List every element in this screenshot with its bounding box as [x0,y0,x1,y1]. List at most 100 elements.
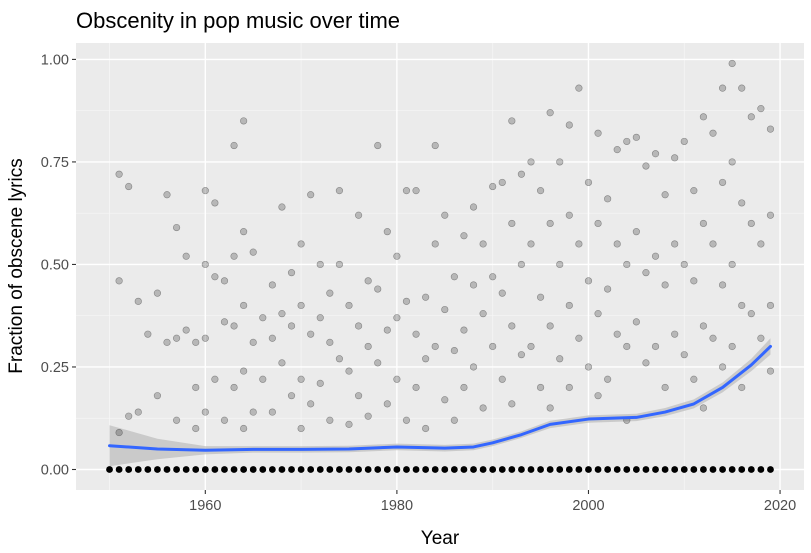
data-point [709,334,717,342]
data-point-zero [508,466,516,473]
y-tick-label: 0.75 [41,155,69,171]
data-point-zero [230,466,238,473]
data-point [680,137,688,146]
data-point [584,363,593,371]
data-point-zero [738,466,746,473]
data-point [422,293,430,301]
data-point [575,240,583,248]
x-axis-title: Year [421,528,460,549]
data-point [115,277,123,285]
data-point [278,203,286,211]
data-point [268,281,276,289]
data-point [489,182,497,191]
data-point [469,363,478,371]
y-axis-ticks: 0.00 0.25 0.50 0.75 1.00 [41,52,76,478]
data-point [460,232,468,240]
data-point-zero [604,466,612,473]
data-point [278,310,286,318]
data-point [738,301,746,310]
data-point [220,277,229,285]
data-point [125,182,133,191]
data-point [259,375,267,383]
data-point [220,416,229,424]
data-point [594,219,602,228]
data-point [345,367,353,375]
data-point [623,342,631,351]
data-point [297,301,305,310]
data-point-zero [537,466,544,473]
data-point [412,330,420,338]
data-point [374,141,382,150]
data-point [460,383,468,392]
data-point [546,322,554,330]
y-tick-label: 0.25 [41,360,69,376]
data-point-zero [585,466,592,473]
data-point [498,289,506,297]
x-tick-label: 2020 [764,498,796,514]
data-point [584,277,593,285]
data-point [249,248,257,256]
data-point [240,301,248,310]
data-point [230,383,238,392]
data-point-zero [163,466,171,473]
data-point-zero [288,466,295,473]
data-point [402,187,411,195]
data-point [469,203,478,211]
grid-minor [76,43,804,490]
data-point [211,199,219,207]
data-point [249,338,257,346]
data-point [345,301,353,310]
smooth-line-layer [108,344,772,452]
data-point [671,154,679,162]
y-tick-label: 0.00 [41,462,69,478]
data-point [297,375,305,383]
data-point [699,322,708,330]
data-point-zero [661,466,669,473]
data-point [680,260,688,269]
data-point [489,273,497,281]
data-point [240,117,248,125]
data-point-zero [623,466,631,473]
data-point-zero [326,466,334,473]
data-point [479,310,487,318]
data-point [718,363,727,371]
smooth-ribbon-layer [109,338,771,467]
data-point [651,342,660,351]
data-point-zero [450,466,458,473]
data-point [383,228,391,236]
data-point [527,342,535,351]
data-point [335,187,344,195]
data-point [546,404,554,412]
data-point-zero [259,466,267,473]
data-point [642,269,650,277]
data-point [374,359,382,367]
data-point [632,228,640,236]
smooth-trend-line [108,344,772,452]
data-point [268,334,276,342]
data-point [287,392,296,400]
data-point-zero [383,466,391,473]
data-point [153,289,162,297]
data-point [747,219,755,228]
data-point [575,84,583,92]
data-point [431,342,439,351]
data-point [738,84,746,92]
data-point [766,367,775,375]
data-point [766,211,775,219]
data-point [240,424,248,433]
data-point-zero [632,466,640,473]
data-point [287,322,296,330]
data-point [316,379,324,387]
data-point [699,404,708,412]
data-point-zero [192,466,200,473]
data-point [144,330,152,338]
data-point [192,383,200,392]
data-point [517,351,526,359]
data-point [556,260,564,269]
data-point [489,342,497,351]
data-point [661,191,669,199]
data-point [115,170,123,178]
data-point [354,392,363,400]
data-point-zero [594,466,602,473]
data-point [651,252,660,260]
